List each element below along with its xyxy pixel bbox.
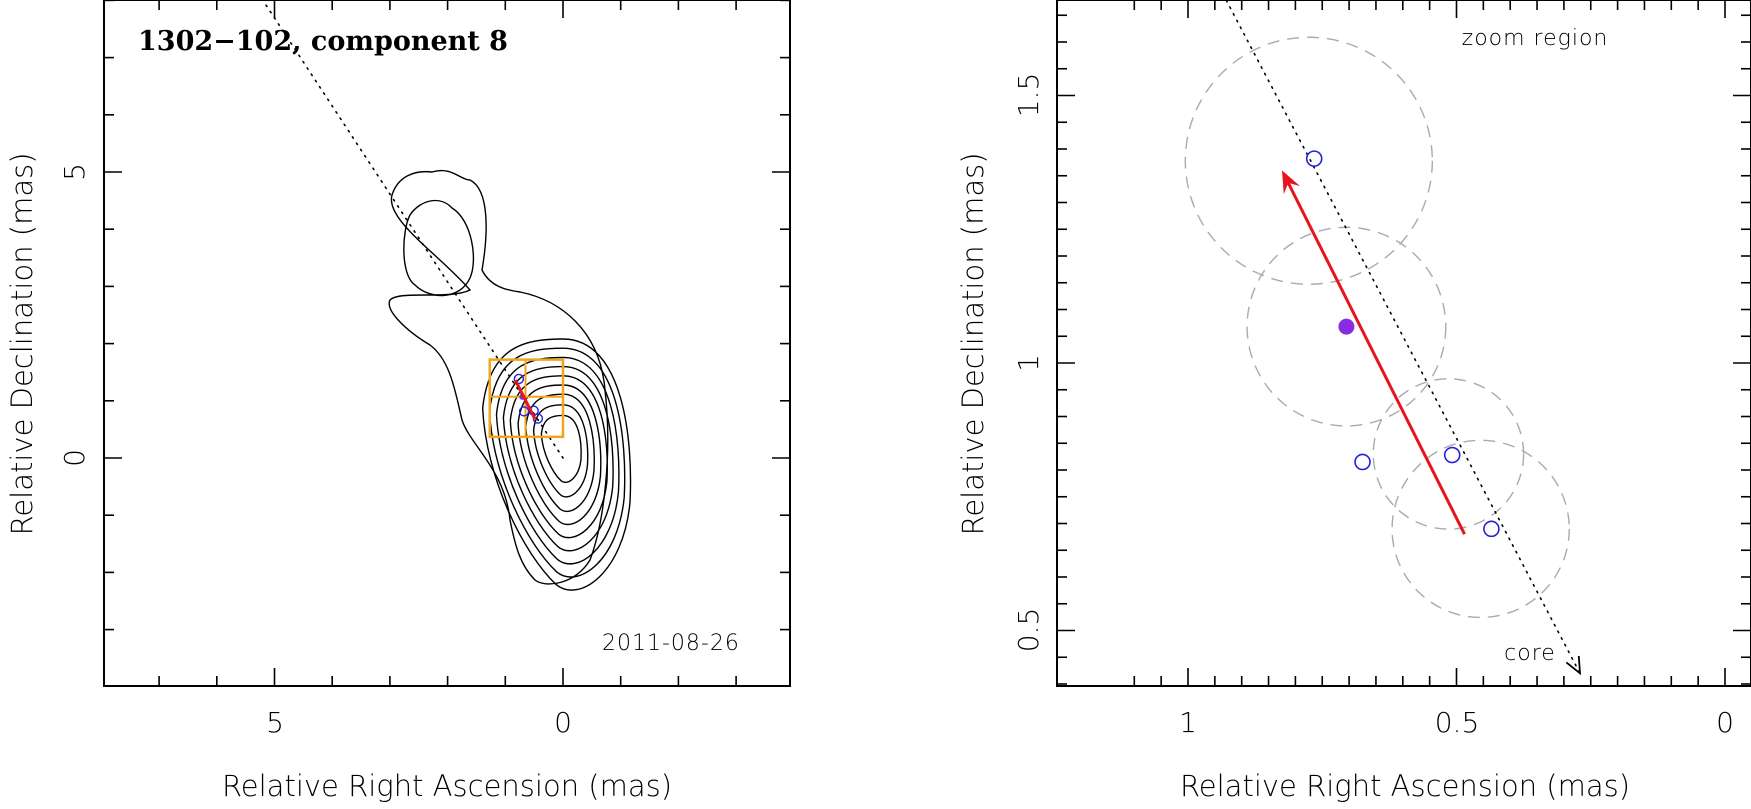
- left-title: 1302−102, component 8: [138, 26, 508, 57]
- right-ytick-label-0.5: 0.5: [1012, 608, 1045, 653]
- right-annotation: zoom region: [1462, 26, 1609, 51]
- right-xlabel: Relative Right Ascension (mas): [1180, 769, 1630, 803]
- right-ytick-label-1: 1: [1012, 354, 1045, 372]
- right-epoch-points: [1305, 150, 1500, 538]
- contour-level: [495, 356, 620, 565]
- left-plot-frame: [103, 0, 791, 687]
- left-ylabel: Relative Declination (mas): [5, 152, 39, 535]
- contour-level: [488, 347, 626, 578]
- right-trajectory-line: [1225, 0, 1582, 676]
- contour-level: [540, 414, 582, 483]
- right-trajectory: [1225, 0, 1581, 675]
- right-xtick-label-0: 0: [1716, 706, 1734, 739]
- right-xtick-label-1: 1: [1179, 706, 1197, 739]
- left-velocity-vector: [514, 379, 537, 420]
- left-date: 2011-08-26: [602, 631, 740, 656]
- error-circle: [1372, 378, 1525, 530]
- epoch-point: [1354, 453, 1371, 471]
- right-ticks: [1057, 0, 1751, 686]
- right-velocity-vector: [1281, 170, 1466, 535]
- left-trajectory-line: [262, 0, 564, 459]
- left-epoch-point: [513, 373, 525, 385]
- contour-level: [525, 393, 595, 513]
- mean-point: [1338, 318, 1355, 335]
- right-ylabel: Relative Declination (mas): [956, 152, 990, 535]
- left-ticks: [104, 0, 790, 686]
- left-ytick-label-5: 5: [58, 163, 91, 181]
- velocity-vector-line: [1285, 178, 1466, 535]
- right-ytick-label-1.5: 1.5: [1012, 73, 1045, 118]
- left-trajectory: [262, 0, 564, 459]
- velocity-vector-head: [1281, 170, 1300, 195]
- contour-level: [532, 404, 589, 498]
- epoch-point: [1483, 520, 1500, 538]
- error-circle: [1391, 439, 1570, 619]
- contour-level: [502, 365, 614, 552]
- left-xtick-label-0: 0: [554, 706, 572, 739]
- error-circle: [1184, 36, 1434, 285]
- right-plot-frame: [1056, 0, 1751, 687]
- left-zoom-box: [488, 358, 565, 439]
- left-xtick-label-5: 5: [266, 706, 284, 739]
- contour-level: [509, 375, 608, 539]
- left-xlabel: Relative Right Ascension (mas): [222, 769, 672, 803]
- right-xtick-label-0.5: 0.5: [1435, 706, 1480, 739]
- left-component-marks: [513, 373, 544, 424]
- epoch-point: [1443, 446, 1461, 464]
- core-arrowhead: [1565, 655, 1582, 676]
- epoch-point: [1305, 150, 1323, 167]
- contour-lobe-inner: [403, 199, 475, 297]
- left-ytick-label-0: 0: [58, 449, 91, 467]
- right-panel: zoom region core 1 0.5 0 0.5 1 1.5 Relat…: [956, 0, 1751, 803]
- left-panel: 1302−102, component 8 2011-08-26 5 0 0 5…: [5, 0, 791, 803]
- left-contours: [388, 169, 632, 591]
- right-error-circles: [1184, 36, 1570, 619]
- core-label: core: [1504, 641, 1556, 666]
